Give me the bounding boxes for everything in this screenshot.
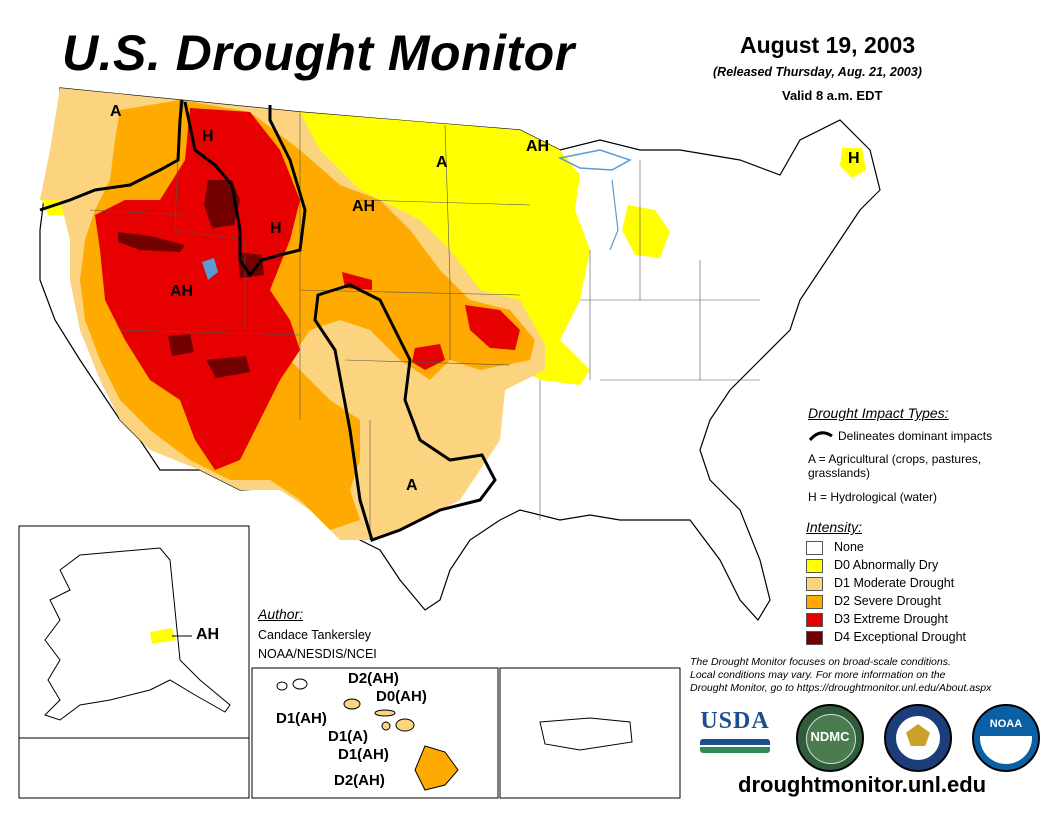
intensity-legend-heading: Intensity:	[806, 519, 863, 535]
disclaimer: The Drought Monitor focuses on broad-sca…	[690, 656, 1040, 695]
hawaii-big-island	[414, 745, 459, 791]
label-mn: AH	[526, 138, 550, 155]
label-hi-kauai: D1(AH)	[276, 710, 327, 727]
d4-region-idaho	[118, 232, 185, 252]
d4-region-wyoming	[238, 252, 264, 278]
impact-h-line: H = Hydrological (water)	[808, 490, 938, 504]
noaa-logo: NOAA	[972, 704, 1040, 772]
label-hi-maui: D0(AH)	[376, 688, 427, 705]
d4-region-utah	[168, 334, 194, 356]
great-salt-lake	[202, 258, 218, 280]
legend-swatch-none	[806, 541, 823, 555]
legend-label-d3: D3 Extreme Drought	[834, 612, 948, 626]
label-me: H	[848, 150, 860, 167]
impact-legend-heading: Drought Impact Types:	[808, 405, 949, 421]
legend-label-d1: D1 Moderate Drought	[834, 576, 955, 590]
website-url: droughtmonitor.unl.edu	[738, 772, 987, 797]
label-alaska: AH	[196, 626, 220, 643]
legend-swatch-d3	[806, 613, 823, 627]
impact-line-sample	[808, 431, 833, 442]
impact-a-line1: A = Agricultural (crops, pastures,	[808, 452, 982, 466]
label-ut: AH	[170, 283, 194, 300]
map-title: U.S. Drought Monitor	[62, 25, 575, 81]
label-hi-molokai: D1(A)	[328, 728, 368, 745]
map-date: August 19, 2003	[740, 32, 916, 58]
impact-a-line2: grasslands)	[808, 466, 871, 480]
disclaimer-line2: Local conditions may vary. For more info…	[690, 669, 946, 681]
legend-label-d2: D2 Severe Drought	[834, 594, 942, 608]
usda-logo-text: USDA	[700, 708, 770, 734]
d0-region-michigan	[622, 205, 670, 258]
commerce-seal-logo	[884, 704, 952, 772]
label-nd: A	[436, 154, 448, 171]
hawaii-kauai	[292, 678, 308, 690]
release-date: (Released Thursday, Aug. 21, 2003)	[713, 65, 922, 79]
hawaii-molokai	[374, 709, 396, 717]
alaska-outline	[44, 547, 231, 721]
hawaii-inset-frame	[251, 667, 499, 799]
d0-region-maine	[840, 148, 866, 178]
author-name: Candace Tankersley	[258, 628, 372, 642]
ndmc-logo-text: NDMC	[810, 729, 850, 744]
legend-swatch-d4	[806, 631, 823, 645]
d3-region-main	[95, 108, 300, 470]
d3-region-oklahoma	[412, 344, 445, 370]
author-heading: Author:	[258, 606, 304, 622]
legend-label-none: None	[834, 540, 864, 554]
hawaii-lanai	[381, 721, 391, 731]
disclaimer-line3: Drought Monitor, go to https://droughtmo…	[690, 682, 992, 694]
label-wa: A	[110, 103, 122, 120]
disclaimer-line1: The Drought Monitor focuses on broad-sca…	[690, 656, 951, 668]
alaska-d0-region	[150, 628, 176, 644]
d4-region-colorado	[206, 356, 250, 378]
valid-time: Valid 8 a.m. EDT	[782, 88, 883, 103]
legend-swatch-d0	[806, 559, 823, 573]
legend-swatch-d2	[806, 595, 823, 609]
hawaii-oahu	[343, 698, 361, 710]
label-mt-h: H	[202, 128, 214, 145]
impact-line-label: Delineates dominant impacts	[838, 429, 993, 443]
author-org: NOAA/NESDIS/NCEI	[258, 647, 377, 661]
label-tx: A	[406, 477, 418, 494]
d4-region-montana	[204, 180, 240, 228]
lake-superior	[557, 149, 632, 171]
label-dakotas: AH	[352, 198, 376, 215]
label-hi-lanai: D1(AH)	[338, 746, 389, 763]
hawaii-niihau	[276, 681, 288, 691]
legend-swatch-d1	[806, 577, 823, 591]
lake-michigan	[609, 179, 619, 251]
usda-logo: USDA	[700, 708, 770, 762]
legend-label-d4: D4 Exceptional Drought	[834, 630, 967, 644]
ndmc-logo: NDMC	[796, 704, 864, 772]
label-hi-big-island: D2(AH)	[334, 772, 385, 789]
hawaii-maui	[395, 718, 415, 732]
puerto-rico-outline	[539, 717, 633, 751]
noaa-logo-text: NOAA	[989, 718, 1023, 730]
label-hi-oahu: D2(AH)	[348, 670, 399, 687]
impact-lines	[39, 99, 497, 542]
label-wy: H	[270, 220, 282, 237]
legend-label-d0: D0 Abnormally Dry	[834, 558, 939, 572]
d3-region-kansas	[465, 305, 520, 350]
